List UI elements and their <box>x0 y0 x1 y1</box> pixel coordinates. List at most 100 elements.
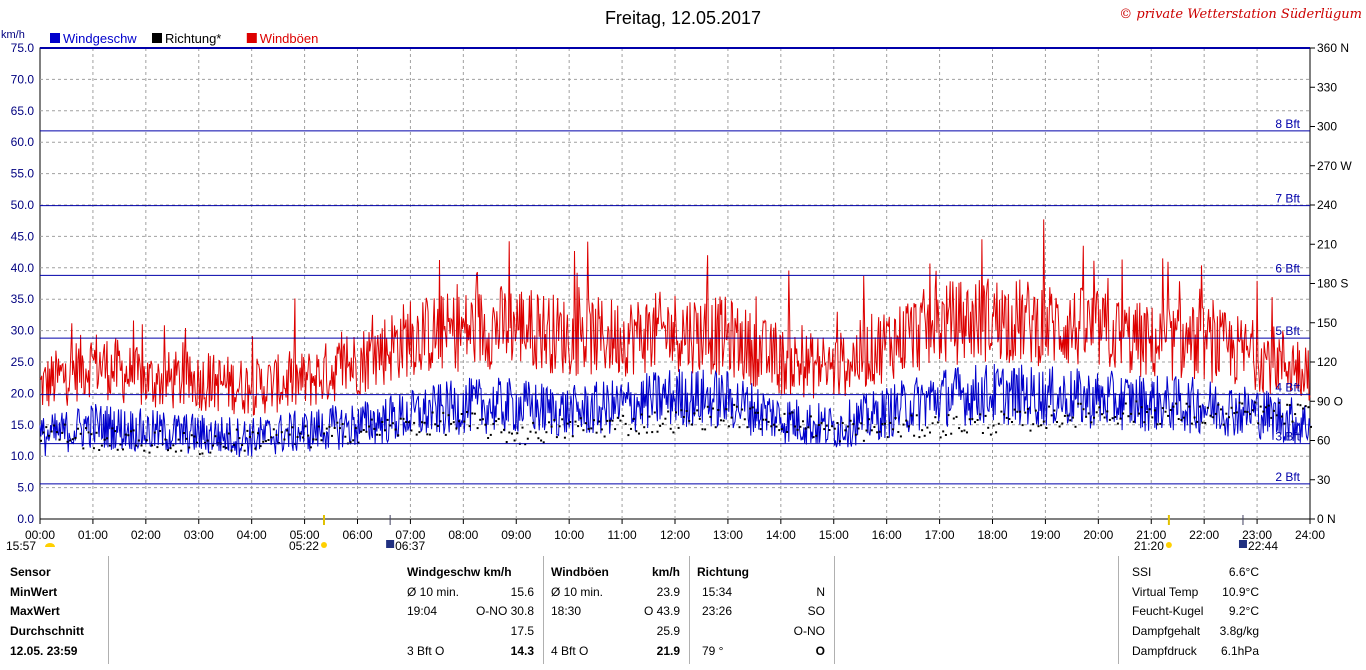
direction-point <box>381 421 384 423</box>
direction-point <box>844 429 847 432</box>
direction-point <box>143 449 146 452</box>
y-tick-label: 55.0 <box>11 167 35 181</box>
direction-point <box>1198 405 1201 408</box>
direction-point <box>238 437 241 440</box>
direction-point <box>902 423 905 426</box>
direction-point <box>153 431 156 434</box>
beaufort-label: 4 Bft <box>1275 381 1300 395</box>
y2-tick-label: 30 <box>1317 473 1331 487</box>
direction-point <box>283 438 286 441</box>
direction-point <box>1140 406 1143 409</box>
direction-point <box>873 426 876 428</box>
direction-point <box>1214 412 1217 415</box>
direction-point <box>40 439 42 442</box>
stats-separator <box>543 556 544 664</box>
direction-point <box>743 418 746 421</box>
direction-point <box>452 421 455 424</box>
x-tick-label: 12:00 <box>660 528 690 542</box>
direction-point <box>889 421 892 424</box>
direction-point <box>979 413 982 416</box>
direction-point <box>214 435 217 438</box>
stats-separator <box>108 556 109 664</box>
direction-point <box>328 425 331 428</box>
direction-point <box>418 431 421 434</box>
x-tick-label: 14:00 <box>766 528 796 542</box>
legend-swatch <box>152 33 162 43</box>
direction-point <box>1167 414 1170 417</box>
direction-point <box>1175 402 1178 405</box>
extra-label: Feucht-Kugel <box>1132 604 1204 618</box>
direction-point <box>1188 405 1191 408</box>
series-line-windboeen <box>39 219 1311 416</box>
direction-point <box>291 426 294 429</box>
direction-point <box>1085 415 1088 418</box>
stats-row-label: Durchschnitt <box>10 624 85 638</box>
direction-point <box>802 420 804 423</box>
direction-point <box>497 417 500 420</box>
direction-point <box>304 425 307 428</box>
direction-point <box>1302 407 1305 410</box>
y2-tick-label: 60 <box>1317 434 1331 448</box>
direction-point <box>1037 425 1040 428</box>
direction-point <box>309 446 312 449</box>
direction-point <box>1291 420 1294 423</box>
legend-swatch <box>246 33 257 43</box>
direction-point <box>476 427 479 430</box>
direction-point <box>206 439 209 442</box>
direction-point <box>1079 402 1082 405</box>
direction-point <box>1164 410 1167 413</box>
direction-point <box>675 411 677 414</box>
direction-point <box>579 417 582 420</box>
direction-point <box>963 429 966 432</box>
extra-label: Dampfgehalt <box>1132 624 1201 638</box>
direction-point <box>1206 406 1209 409</box>
direction-point <box>137 439 140 442</box>
direction-point <box>1045 427 1048 429</box>
direction-point <box>132 429 135 432</box>
moon-icon <box>386 540 395 548</box>
y-tick-label: 40.0 <box>11 261 35 275</box>
wind-cell-right: 14.3 <box>510 644 534 658</box>
direction-point <box>389 424 392 427</box>
direction-point <box>190 434 193 437</box>
direction-point <box>145 439 148 442</box>
direction-point <box>1193 416 1196 419</box>
direction-point <box>69 439 72 442</box>
direction-point <box>524 443 527 446</box>
direction-point <box>868 418 871 421</box>
direction-point <box>458 420 460 423</box>
direction-point <box>788 412 791 415</box>
direction-point <box>770 425 773 428</box>
direction-point <box>661 422 664 425</box>
direction-point <box>1275 414 1278 417</box>
direction-point <box>667 410 670 413</box>
legend-swatch <box>50 33 60 43</box>
direction-point <box>1016 410 1019 413</box>
direction-point <box>1061 422 1064 425</box>
direction-point <box>365 430 368 433</box>
direction-point <box>1177 418 1180 420</box>
direction-point <box>672 431 675 434</box>
direction-point <box>545 431 548 434</box>
direction-point <box>1180 419 1183 421</box>
direction-point <box>264 440 267 443</box>
direction-point <box>1183 416 1185 419</box>
direction-point <box>1294 413 1297 416</box>
direction-point <box>1138 412 1140 415</box>
direction-point <box>574 420 577 423</box>
direction-point <box>1278 401 1281 404</box>
direction-point <box>1103 416 1106 419</box>
direction-point <box>1235 411 1238 414</box>
direction-point <box>772 423 775 426</box>
stats-separator <box>1118 556 1119 664</box>
direction-point <box>952 417 955 420</box>
beaufort-label: 8 Bft <box>1275 117 1300 131</box>
gust-cell-right: 23.9 <box>656 585 680 599</box>
direction-point <box>42 431 45 434</box>
direction-point <box>1286 403 1289 406</box>
direction-point <box>1098 406 1101 409</box>
extra-value: 6.1hPa <box>1220 644 1259 658</box>
direction-point <box>1190 422 1193 425</box>
x-tick-label: 10:00 <box>554 528 584 542</box>
direction-point <box>156 446 159 449</box>
